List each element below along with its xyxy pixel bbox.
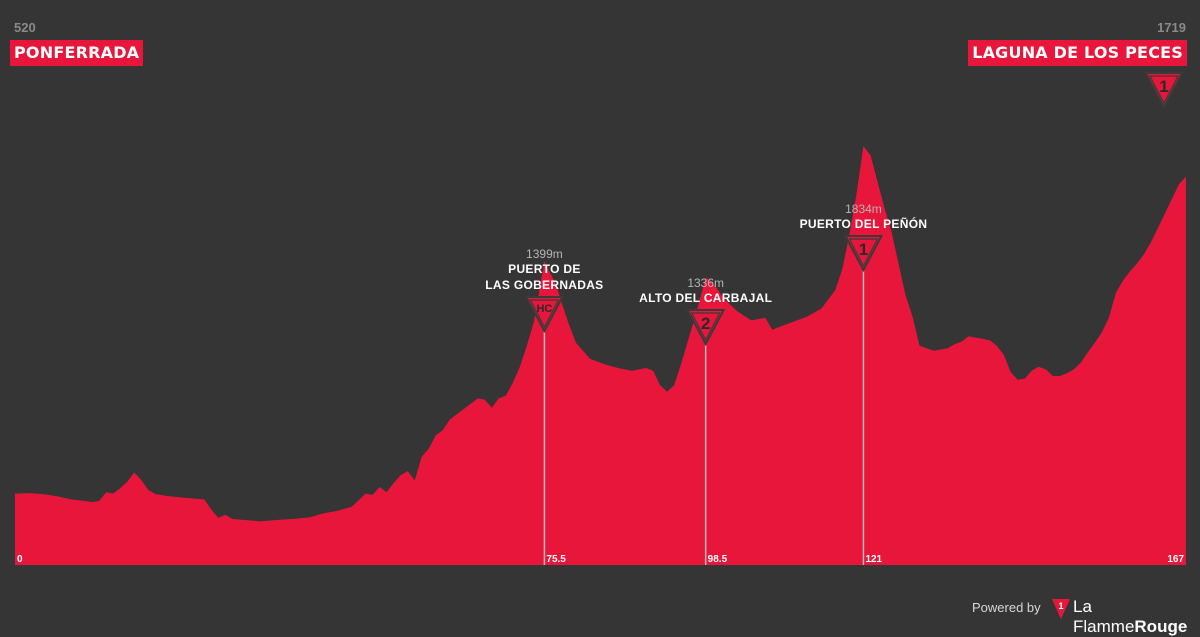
la-flamme-rouge-logo-icon: 1 [1052, 599, 1070, 619]
finish-location-label: LAGUNA DE LOS PECES [968, 40, 1187, 66]
climb-category-badge [524, 296, 565, 334]
powered-by-text: Powered by [972, 600, 1041, 615]
brand-main: La Flamme [1073, 597, 1135, 636]
start-altitude: 520 [14, 20, 36, 35]
climb-category-badge [686, 309, 726, 347]
finish-category-badge [1144, 72, 1184, 110]
climb-altitude-label: 1834m [845, 202, 882, 216]
km-tick-label: 0 [17, 554, 23, 565]
climb-name-label: PUERTO DEL PEÑÓN [800, 216, 928, 231]
climb-category-badge-category: 1 [859, 240, 868, 259]
climb-altitude-label: 1336m [687, 276, 724, 290]
km-tick-label: 75.5 [546, 554, 566, 565]
climb-name-label: LAS GOBERNADAS [485, 278, 603, 292]
km-tick-label: 167 [1167, 554, 1184, 565]
climb-name-label: ALTO DEL CARBAJAL [639, 291, 772, 305]
climb-name-label: PUERTO DE [508, 262, 581, 276]
climb-category-badge-inner [690, 312, 721, 342]
climb-altitude-label: 1399m [526, 247, 563, 261]
logo-digit: 1 [1058, 601, 1063, 611]
brand-accent: Rouge [1134, 617, 1188, 636]
climb-category-badge [843, 235, 884, 273]
start-location-label: PONFERRADA [10, 40, 144, 66]
climb-category-badge-category: 2 [701, 314, 710, 333]
climb-category-badge-inner [848, 238, 879, 268]
km-tick-label: 121 [865, 554, 882, 565]
brand-name: La FlammeRouge [1073, 597, 1200, 637]
climb-category-badge-inner [529, 299, 560, 329]
climb-category-badge-category: HC [536, 303, 552, 315]
elevation-profile-area [15, 146, 1186, 565]
finish-altitude: 1719 [1157, 20, 1186, 35]
km-tick-label: 98.5 [708, 554, 728, 565]
finish-category-badge-category: 1 [1159, 77, 1168, 96]
finish-category-badge-inner [1149, 75, 1179, 105]
